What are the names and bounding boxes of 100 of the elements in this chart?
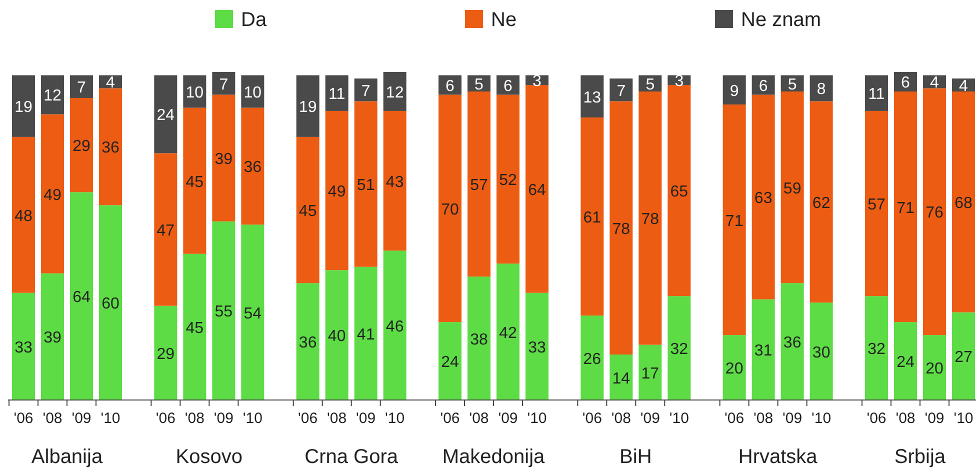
data-label: 76 bbox=[926, 204, 944, 222]
data-label: 52 bbox=[499, 172, 517, 190]
data-label: 45 bbox=[186, 174, 204, 191]
x-tick-label: '10 bbox=[954, 410, 974, 427]
data-label: 36 bbox=[783, 334, 802, 352]
data-label: 6 bbox=[758, 78, 768, 95]
data-label: 59 bbox=[783, 180, 802, 198]
data-label: 7 bbox=[361, 82, 370, 100]
data-label: 64 bbox=[72, 289, 90, 306]
x-tick-label: '10 bbox=[669, 410, 689, 427]
x-tick-label: '08 bbox=[42, 410, 62, 427]
data-label: 49 bbox=[44, 186, 62, 204]
x-tick-label: '08 bbox=[184, 410, 204, 427]
x-tick-label: '08 bbox=[469, 410, 489, 427]
data-label: 19 bbox=[14, 99, 32, 116]
data-label: 20 bbox=[725, 360, 744, 378]
data-label: 36 bbox=[102, 140, 120, 157]
data-label: 24 bbox=[896, 354, 914, 372]
data-label: 30 bbox=[812, 344, 830, 362]
data-label: 31 bbox=[754, 342, 772, 360]
data-label: 32 bbox=[868, 341, 886, 358]
data-label: 43 bbox=[386, 174, 404, 191]
legend-label: Da bbox=[241, 9, 268, 31]
x-tick-label: '10 bbox=[527, 410, 547, 427]
data-label: 42 bbox=[499, 324, 517, 342]
x-tick-label: '10 bbox=[100, 410, 120, 427]
x-tick-label: '08 bbox=[611, 410, 631, 427]
data-label: 36 bbox=[298, 334, 317, 352]
data-label: 39 bbox=[44, 330, 62, 347]
data-label: 61 bbox=[583, 210, 602, 227]
data-label: 5 bbox=[474, 76, 484, 94]
data-label: 33 bbox=[528, 339, 546, 356]
x-tick-label: '09 bbox=[72, 410, 92, 427]
data-label: 9 bbox=[730, 82, 739, 100]
data-label: 4 bbox=[106, 74, 116, 92]
data-label: 55 bbox=[214, 304, 233, 321]
data-label: 4 bbox=[959, 78, 968, 95]
x-tick-label: '10 bbox=[812, 410, 832, 427]
data-label: 71 bbox=[896, 200, 914, 217]
data-label: 6 bbox=[504, 78, 513, 95]
data-label: 41 bbox=[356, 326, 375, 344]
data-label: 62 bbox=[812, 194, 830, 212]
data-label: 51 bbox=[356, 177, 375, 194]
data-label: 60 bbox=[102, 296, 120, 313]
data-label: 6 bbox=[446, 78, 455, 95]
x-tick-label: '09 bbox=[356, 410, 376, 427]
data-label: 78 bbox=[612, 220, 630, 238]
x-tick-label: '08 bbox=[896, 410, 916, 427]
data-label: 39 bbox=[214, 151, 233, 168]
data-label: 26 bbox=[583, 350, 602, 368]
data-label: 70 bbox=[441, 201, 459, 218]
data-label: 68 bbox=[954, 194, 972, 212]
data-label: 5 bbox=[788, 76, 797, 94]
x-tick-label: '06 bbox=[440, 410, 460, 427]
data-label: 7 bbox=[219, 76, 228, 94]
x-tick-label: '09 bbox=[640, 410, 660, 427]
data-label: 17 bbox=[641, 365, 660, 382]
data-label: 63 bbox=[754, 190, 772, 208]
data-label: 27 bbox=[954, 349, 972, 366]
data-label: 40 bbox=[328, 328, 346, 346]
data-label: 8 bbox=[816, 81, 826, 98]
text: Hrvatska bbox=[738, 446, 818, 468]
data-label: 57 bbox=[868, 196, 886, 214]
data-label: 45 bbox=[186, 320, 204, 337]
data-label: 12 bbox=[44, 88, 62, 105]
data-label: 47 bbox=[156, 222, 175, 240]
data-label: 11 bbox=[868, 86, 885, 104]
x-tick-label: '09 bbox=[782, 410, 802, 427]
data-label: 19 bbox=[298, 99, 317, 116]
data-label: 46 bbox=[386, 318, 404, 336]
x-tick-label: '06 bbox=[14, 410, 34, 427]
x-tick-label: '09 bbox=[924, 410, 944, 427]
data-label: 48 bbox=[14, 208, 32, 225]
legend-label: Ne bbox=[491, 9, 517, 31]
data-label: 7 bbox=[77, 80, 86, 97]
data-label: 7 bbox=[616, 82, 626, 100]
x-tick-label: '09 bbox=[498, 410, 518, 427]
x-tick-label: '10 bbox=[385, 410, 405, 427]
data-label: 45 bbox=[298, 203, 317, 220]
data-label: 38 bbox=[470, 331, 488, 348]
data-label: 54 bbox=[244, 305, 262, 322]
text: Makedonija bbox=[442, 446, 546, 468]
data-label: 57 bbox=[470, 177, 488, 194]
data-label: 65 bbox=[670, 184, 688, 201]
x-tick-label: '06 bbox=[582, 410, 602, 427]
data-label: 4 bbox=[930, 74, 940, 92]
data-label: 49 bbox=[328, 184, 346, 201]
data-label: 12 bbox=[386, 84, 404, 102]
data-label: 29 bbox=[72, 138, 90, 156]
x-tick-label: '06 bbox=[866, 410, 886, 427]
text: Kosovo bbox=[176, 446, 243, 468]
data-label: 36 bbox=[244, 159, 262, 176]
data-label: 64 bbox=[528, 182, 546, 199]
legend-label: Ne znam bbox=[741, 9, 822, 31]
x-tick-label: '06 bbox=[156, 410, 176, 427]
data-label: 10 bbox=[244, 84, 262, 102]
text: Crna Gora bbox=[304, 446, 399, 468]
x-tick-label: '06 bbox=[724, 410, 744, 427]
x-tick-label: '08 bbox=[754, 410, 774, 427]
data-label: 5 bbox=[646, 76, 655, 94]
